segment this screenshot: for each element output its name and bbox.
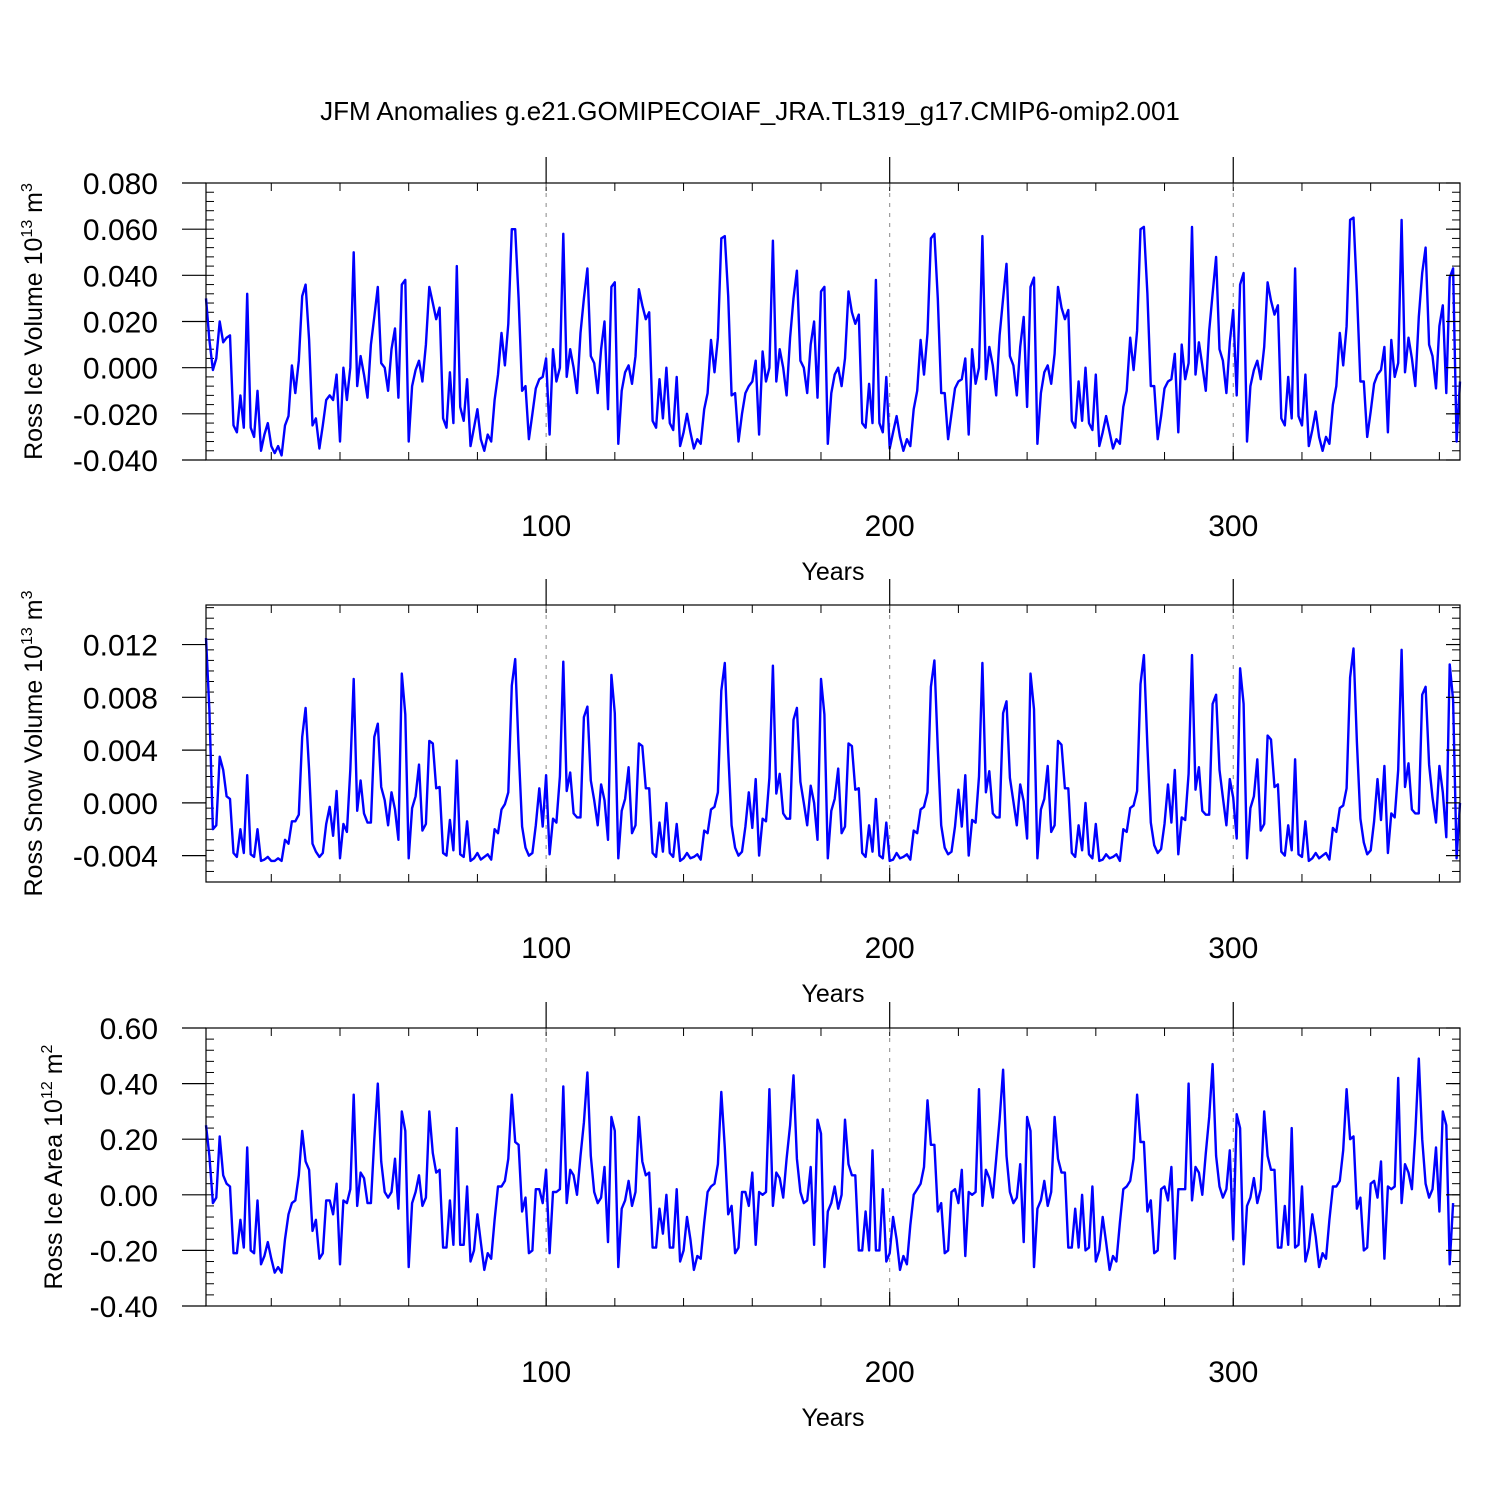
y-tick-label: 0.004 — [83, 735, 158, 768]
y-tick-label: 0.080 — [83, 168, 158, 201]
x-axis-label: Years — [801, 558, 864, 586]
x-tick-label: 200 — [865, 932, 915, 965]
y-tick-label: -0.020 — [73, 399, 158, 432]
y-tick-label: -0.040 — [73, 445, 158, 478]
y-tick-label: 0.000 — [83, 353, 158, 386]
panel-snow-volume: -0.004 0.000 0.004 0.008 0.012 100 200 300 Years… — [19, 579, 1462, 1008]
series-line — [204, 216, 1462, 457]
y-tick-label: 0.060 — [83, 214, 158, 247]
x-tick-label: 100 — [521, 510, 571, 543]
y-tick-label: 0.012 — [83, 630, 158, 663]
y-axis-label-text: Ross Ice Area 10 — [40, 1099, 68, 1289]
x-tick-label: 200 — [865, 1356, 915, 1389]
y-tick-label: 0.60 — [100, 1013, 158, 1046]
plot-frame — [205, 1027, 1461, 1307]
y-tick-label: 0.040 — [83, 260, 158, 293]
y-axis-label-superscript: 12 — [39, 1081, 56, 1099]
y-tick-label: 0.00 — [100, 1180, 158, 1213]
y-axis-label: Ross Ice Volume 1013 m3 — [19, 183, 48, 460]
y-axis-label: Ross Snow Volume 1013 m3 — [19, 590, 48, 896]
y-axis-label-superscript: 3 — [19, 183, 36, 192]
x-axis-label: Years — [801, 980, 864, 1008]
plot-frame — [205, 604, 1461, 883]
y-tick-label: 0.000 — [83, 788, 158, 821]
chart-title: JFM Anomalies g.e21.GOMIPECOIAF_JRA.TL31… — [320, 96, 1180, 126]
x-tick-label: 100 — [521, 932, 571, 965]
y-axis-label-superscript: 13 — [19, 627, 36, 645]
x-tick-label: 300 — [1208, 510, 1258, 543]
y-axis-label-text: m — [20, 599, 48, 627]
y-tick-label: 0.20 — [100, 1124, 158, 1157]
y-tick-label: 0.40 — [100, 1069, 158, 1102]
y-tick-label: 0.008 — [83, 682, 158, 715]
x-tick-label: 200 — [865, 510, 915, 543]
x-tick-label: 100 — [521, 1356, 571, 1389]
panel-ice-area: -0.40 -0.20 0.00 0.20 0.40 0.60 100 200 300 Years… — [39, 1002, 1461, 1432]
y-tick-label: -0.20 — [90, 1235, 158, 1268]
y-axis-label-superscript: 2 — [39, 1044, 56, 1053]
x-tick-label: 300 — [1208, 1356, 1258, 1389]
y-tick-label: -0.40 — [90, 1291, 158, 1324]
y-axis-label-superscript: 13 — [19, 220, 36, 238]
y-axis-label-text: Ross Snow Volume 10 — [20, 645, 48, 897]
y-tick-label: -0.004 — [73, 841, 158, 874]
y-axis-label-text: Ross Ice Volume 10 — [20, 238, 48, 460]
y-axis-label-text: m — [20, 192, 48, 220]
y-axis-label-text: m — [40, 1053, 68, 1081]
y-tick-label: 0.020 — [83, 307, 158, 340]
series-line — [204, 637, 1462, 863]
series-line — [204, 1057, 1455, 1274]
x-tick-label: 300 — [1208, 932, 1258, 965]
y-axis-label: Ross Ice Area 1012 m2 — [39, 1044, 68, 1289]
y-axis-label-superscript: 3 — [19, 590, 36, 599]
panel-ice-volume: -0.040 -0.020 0.000 0.020 0.040 0.060 0.080 100… — [19, 157, 1462, 586]
x-axis-label: Years — [801, 1404, 864, 1432]
